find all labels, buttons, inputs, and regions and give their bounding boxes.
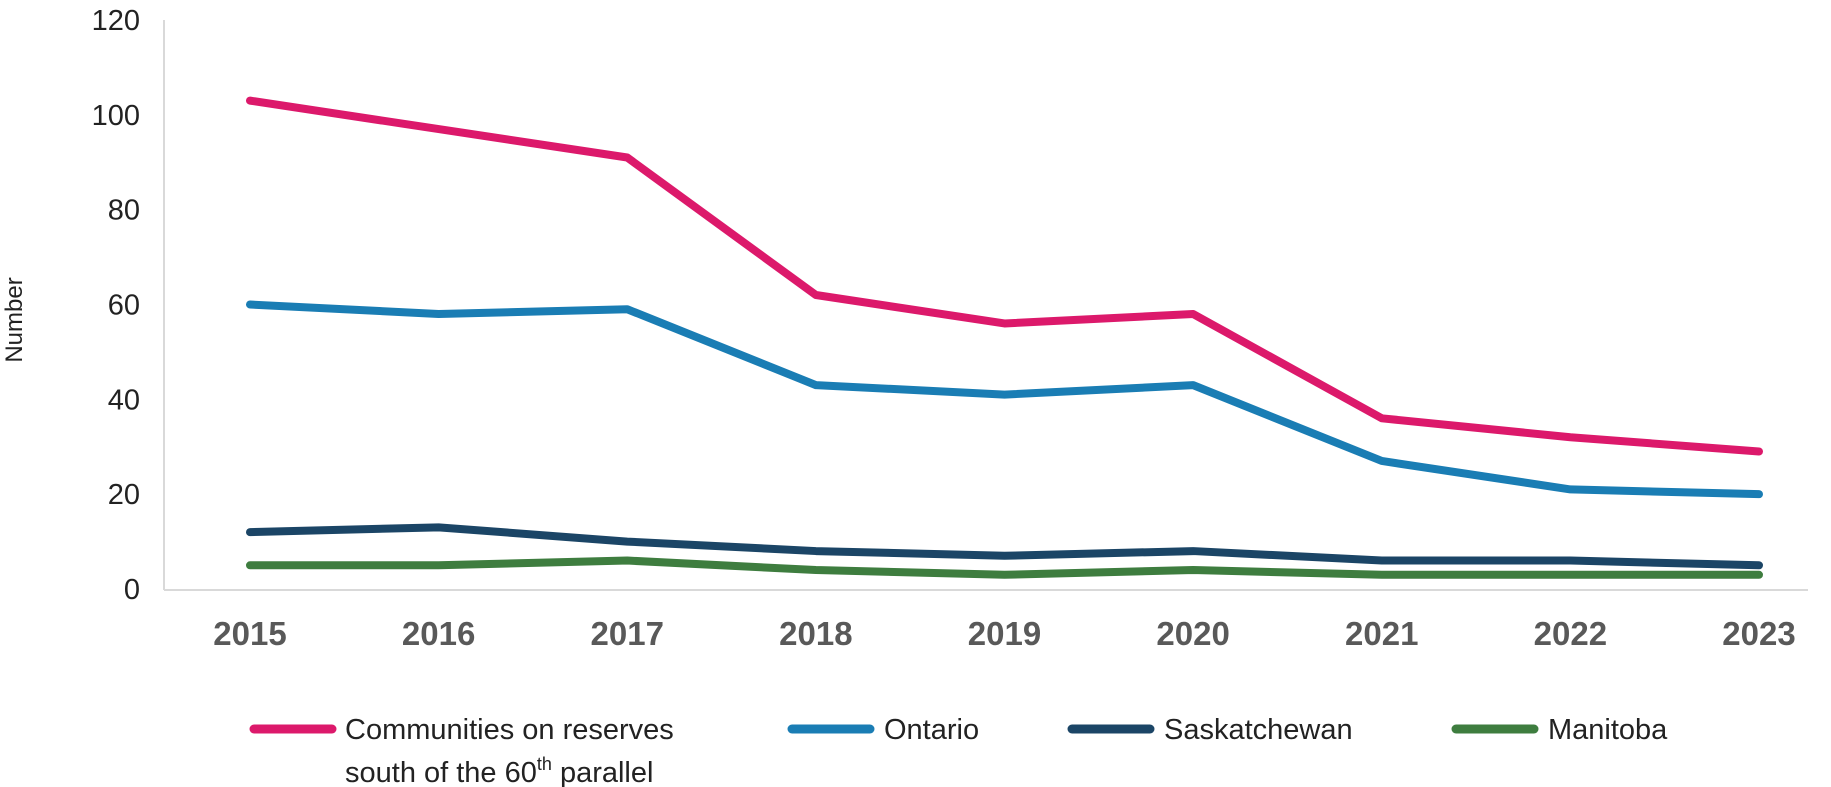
y-axis-label: Number <box>1 277 28 362</box>
x-tick-label: 2022 <box>1534 615 1607 652</box>
y-tick-label: 120 <box>92 5 140 37</box>
series-line-communities <box>246 96 1763 456</box>
y-tick-label: 20 <box>108 479 140 511</box>
x-tick-label: 2018 <box>779 615 852 652</box>
legend-label: Saskatchewan <box>1164 714 1353 746</box>
legend-item-saskatchewan: Saskatchewan <box>1067 714 1353 746</box>
x-tick-label: 2019 <box>968 615 1041 652</box>
y-tick-label: 100 <box>92 100 140 132</box>
legend-label: Communities on reserves <box>345 714 674 746</box>
x-tick-label: 2015 <box>213 615 286 652</box>
legend: Communities on reserves south of the 60t… <box>249 714 1668 787</box>
y-tick-label: 40 <box>108 384 140 416</box>
legend-item-ontario: Ontario <box>787 714 979 746</box>
legend-item-communities: Communities on reserves south of the 60t… <box>249 714 674 787</box>
legend-label: Ontario <box>884 714 979 746</box>
x-tick-label: 2020 <box>1156 615 1229 652</box>
y-tick-label: 80 <box>108 195 140 227</box>
legend-label-line2: south of the 60th parallel <box>345 754 653 787</box>
legend-label: Manitoba <box>1548 714 1668 746</box>
y-tick-label: 0 <box>124 574 140 606</box>
series-line-saskatchewan <box>246 523 1763 570</box>
x-tick-label: 2023 <box>1722 615 1795 652</box>
legend-item-manitoba: Manitoba <box>1451 714 1668 746</box>
x-tick-label: 2017 <box>591 615 664 652</box>
y-tick-label: 60 <box>108 290 140 322</box>
series-line-manitoba <box>246 556 1763 579</box>
x-tick-label: 2021 <box>1345 615 1418 652</box>
series-line-ontario <box>246 300 1763 499</box>
x-tick-label: 2016 <box>402 615 475 652</box>
